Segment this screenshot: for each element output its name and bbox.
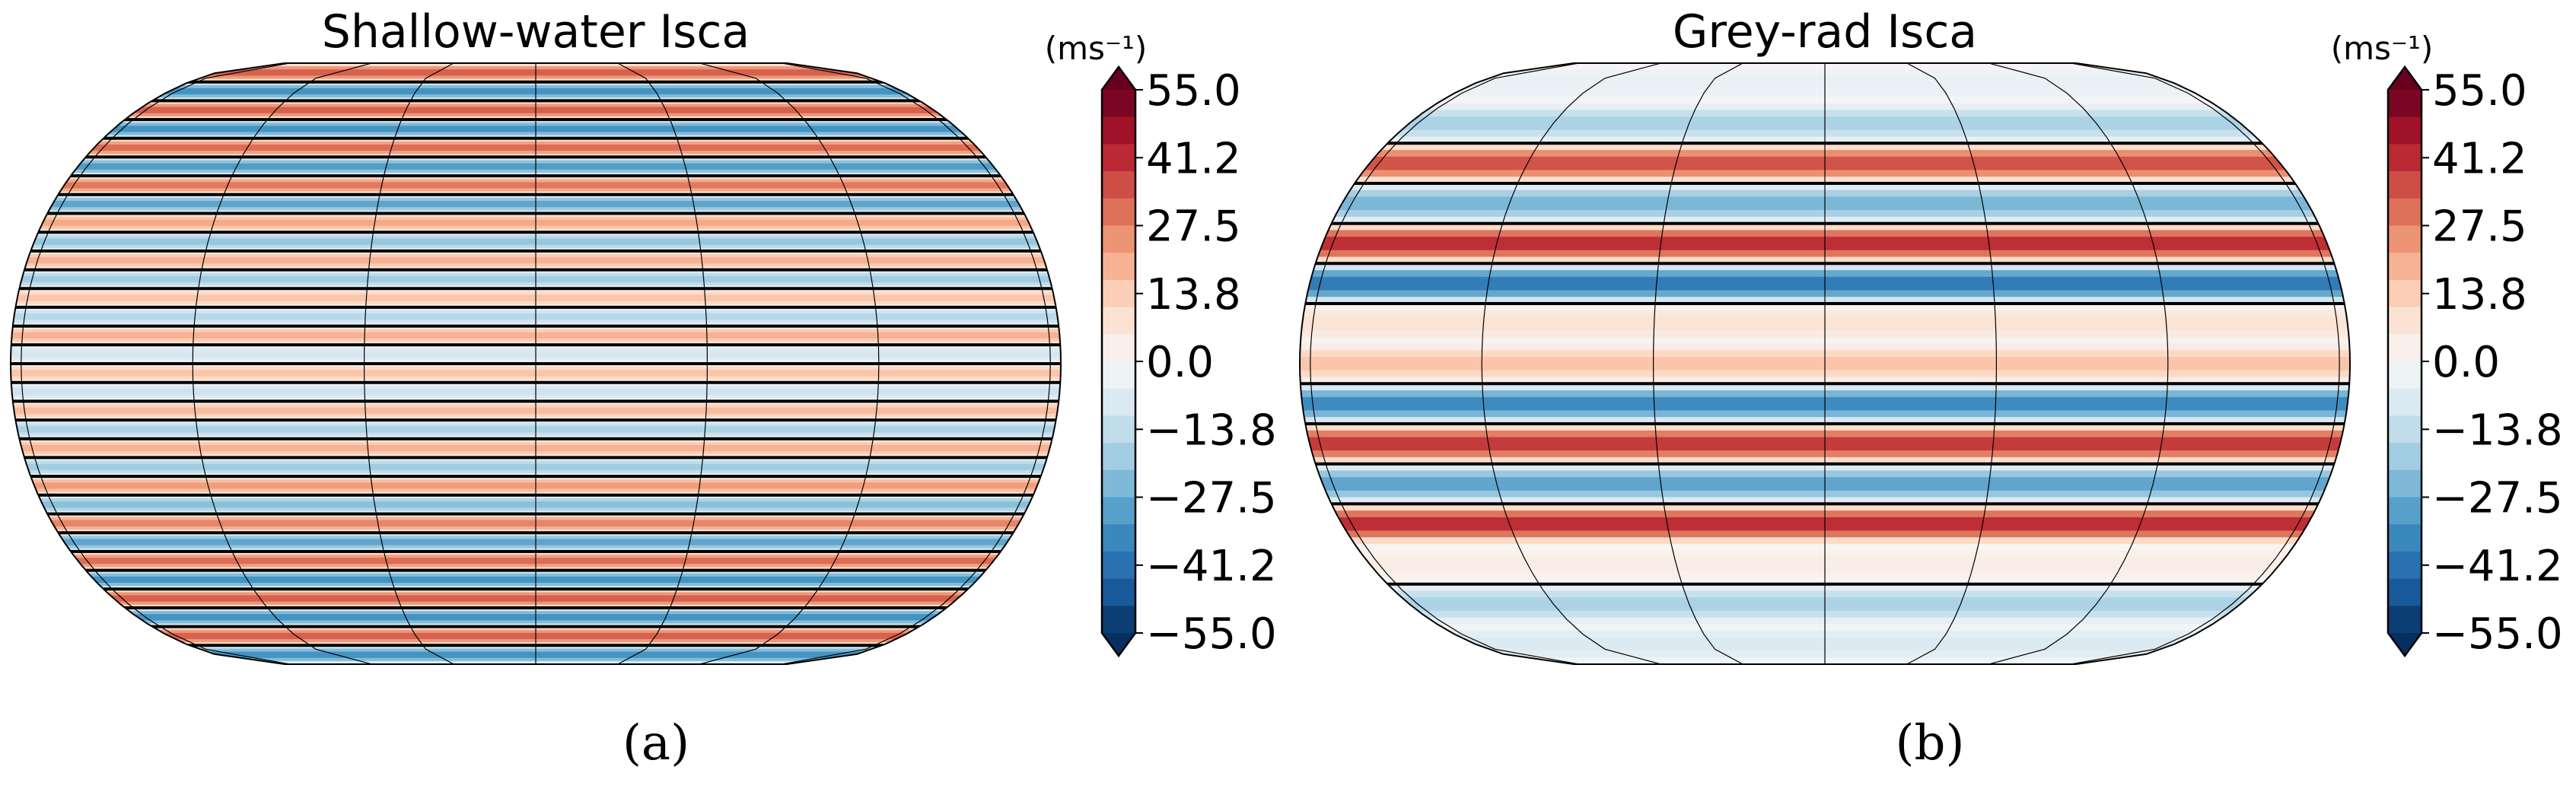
colorbar-level [1102, 578, 1135, 606]
colorbar-level [1102, 171, 1135, 199]
panel-a: Shallow-water Isca (ms⁻¹) 55.0 41.2 27.5 13… [9, 5, 1277, 771]
colorbar-level [1102, 253, 1135, 281]
colorbar-level [1102, 144, 1135, 172]
panel-a-colorbar-unit: (ms⁻¹) [1045, 30, 1148, 67]
colorbar-tick-label: 55.0 [2432, 66, 2527, 116]
meridian-gridline [617, 63, 708, 664]
meridian-gridline [782, 63, 1051, 664]
panel-b-colorbar [2387, 65, 2423, 658]
colorbar-level [2388, 334, 2422, 362]
colorbar-level [1102, 225, 1135, 253]
colorbar-tick-label: 55.0 [1146, 66, 1241, 116]
colorbar-extend-min [2388, 633, 2422, 656]
colorbar-level [1102, 469, 1135, 498]
colorbar-tick-label: −55.0 [1146, 609, 1277, 659]
colorbar-level [1102, 551, 1135, 580]
panel-a-colorbar-ticks: 55.0 41.2 27.5 13.8 0.0 −13.8 −27.5 −41.2 −55.0 [1135, 66, 1277, 659]
colorbar-level [2388, 361, 2422, 390]
colorbar-level [2388, 225, 2422, 253]
panel-b-colorbar-ticks: 55.0 41.2 27.5 13.8 0.0 −13.8 −27.5 −41.2 −55.0 [2422, 66, 2563, 659]
colorbar-level [1102, 116, 1135, 145]
colorbar-level [1102, 307, 1135, 335]
colorbar-level [1102, 279, 1135, 308]
colorbar-tick-label: −27.5 [1146, 474, 1277, 523]
colorbar-tick-label: 27.5 [1146, 202, 1241, 252]
colorbar-level [2388, 90, 2422, 118]
colorbar-level [2388, 415, 2422, 444]
meridian-gridline [2071, 63, 2340, 664]
panel-a-colorbar [1100, 65, 1137, 658]
colorbar-level [1102, 334, 1135, 362]
meridian-gridline [1481, 63, 1661, 664]
colorbar-level [2388, 469, 2422, 498]
panel-b-colorbar-unit: (ms⁻¹) [2331, 30, 2434, 67]
colorbar-level [2388, 307, 2422, 335]
colorbar-level [2388, 606, 2422, 634]
panel-b: Grey-rad Isca (ms⁻¹) 55.0 41.2 27.5 13.8 0.0… [1298, 5, 2563, 771]
panel-a-caption: (a) [623, 715, 689, 771]
colorbar-level [1102, 90, 1135, 118]
panel-a-meridians [21, 63, 1051, 664]
colorbar-level [1102, 388, 1135, 416]
colorbar-level [2388, 198, 2422, 227]
colorbar-level [1102, 198, 1135, 227]
colorbar-tick-label: 0.0 [2432, 338, 2500, 387]
panel-a-title: Shallow-water Isca [322, 5, 750, 59]
colorbar-level [1102, 443, 1135, 471]
colorbar-level [2388, 171, 2422, 199]
colorbar-level [1102, 497, 1135, 525]
colorbar-tick-label: 13.8 [2432, 270, 2527, 320]
colorbar-level [2388, 497, 2422, 525]
colorbar-level [2388, 524, 2422, 552]
meridian-gridline [363, 63, 454, 664]
meridian-gridline [1652, 63, 1743, 664]
meridian-gridline [1906, 63, 1998, 664]
colorbar-level [1102, 606, 1135, 634]
colorbar-level [2388, 388, 2422, 416]
panel-b-map [1300, 63, 2350, 664]
colorbar-level [2388, 279, 2422, 308]
colorbar-extend-min [1102, 633, 1135, 656]
colorbar-tick-label: 0.0 [1146, 338, 1214, 387]
colorbar-tick-label: −13.8 [2432, 406, 2563, 455]
colorbar-level [2388, 116, 2422, 145]
colorbar-tick-label: 41.2 [2432, 134, 2527, 183]
colorbar-tick-label: 27.5 [2432, 202, 2527, 252]
meridian-gridline [699, 63, 880, 664]
colorbar-level [2388, 144, 2422, 172]
panel-b-title: Grey-rad Isca [1673, 5, 1977, 59]
meridian-gridline [1989, 63, 2169, 664]
colorbar-level [2388, 551, 2422, 580]
meridian-gridline [192, 63, 372, 664]
colorbar-tick-label: 41.2 [1146, 134, 1241, 183]
panel-a-map-outline [9, 62, 1062, 665]
panel-b-caption: (b) [1896, 715, 1965, 771]
colorbar-tick-label: −41.2 [1146, 542, 1277, 591]
colorbar-level [2388, 253, 2422, 281]
colorbar-tick-label: −55.0 [2432, 609, 2563, 659]
colorbar-tick-label: −27.5 [2432, 474, 2563, 523]
colorbar-tick-label: −13.8 [1146, 406, 1277, 455]
meridian-gridline [21, 63, 290, 664]
panel-b-meridians [1310, 63, 2340, 664]
colorbar-level [1102, 415, 1135, 444]
colorbar-level [2388, 578, 2422, 606]
panel-b-map-outline [1298, 62, 2352, 665]
colorbar-tick-label: 13.8 [1146, 270, 1241, 320]
colorbar-extend-max [2388, 67, 2422, 90]
panel-a-map [11, 63, 1061, 664]
colorbar-extend-max [1102, 67, 1135, 90]
meridian-gridline [1310, 63, 1579, 664]
colorbar-level [1102, 524, 1135, 552]
colorbar-level [2388, 443, 2422, 471]
colorbar-level [1102, 361, 1135, 390]
colorbar-tick-label: −41.2 [2432, 542, 2563, 591]
